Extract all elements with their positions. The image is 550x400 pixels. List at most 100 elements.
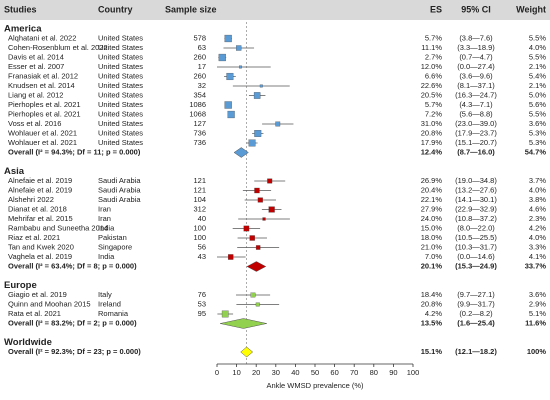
weight-label: 2.1% [529, 81, 546, 90]
country: United States [98, 52, 143, 61]
effect-square [239, 65, 242, 69]
country: Romania [98, 309, 129, 318]
group-label: Asia [4, 166, 25, 177]
es-label: 11.1% [421, 43, 442, 52]
es-label: 15.0% [421, 223, 443, 232]
weight-label: 5.0% [529, 90, 546, 99]
weight-label: 2.9% [529, 299, 546, 308]
ci-label: (19.0—34.8) [455, 176, 497, 185]
ci-label: (4.3—7.1) [459, 100, 493, 109]
weight-label: 5.5% [529, 52, 546, 61]
country: Pakistan [98, 233, 127, 242]
study-name: Franasiak et al. 2012 [8, 71, 78, 80]
es-label: 12.0% [421, 62, 443, 71]
es-label: 22.6% [421, 81, 443, 90]
country: United States [98, 71, 143, 80]
column-header: Country [98, 4, 133, 14]
study-name: Dianat et al. 2018 [8, 204, 67, 213]
es-label: 5.7% [425, 33, 442, 42]
sample-size: 100 [193, 233, 206, 242]
overall-diamond [233, 147, 249, 158]
country: Singapore [98, 242, 132, 251]
study-name: Alshehri 2022 [8, 195, 54, 204]
weight-label: 5.6% [529, 100, 546, 109]
x-tick-label: 50 [311, 368, 319, 377]
es-label: 26.9% [421, 176, 443, 185]
ci-label: (12.1—18.2) [455, 347, 497, 356]
weight-label: 4.0% [529, 233, 546, 242]
country: India [98, 252, 115, 261]
column-header: ES [430, 4, 442, 14]
study-name: Liang et al. 2012 [8, 90, 63, 99]
effect-square [254, 130, 262, 137]
weight-label: 3.6% [529, 119, 546, 128]
effect-square [250, 292, 256, 298]
study-name: Rambabu and Suneetha 2014 [8, 223, 108, 232]
weight-label: 2.1% [529, 62, 546, 71]
ci-label: (1.6—25.4) [457, 318, 495, 327]
ci-label: (8.0—22.0) [457, 223, 495, 232]
weight-label: 4.0% [529, 43, 546, 52]
study-name: Pierhoples et al. 2021 [8, 100, 81, 109]
effect-square [226, 72, 234, 81]
sample-size: 17 [198, 62, 206, 71]
overall-diamond [220, 318, 267, 329]
weight-label: 3.6% [529, 290, 546, 299]
effect-square [227, 110, 235, 119]
study-name: Alnefaie et al. 2019 [8, 185, 72, 194]
study-name: Alnefaie et al. 2019 [8, 176, 72, 185]
es-label: 20.8% [421, 128, 443, 137]
ci-label: (23.0—39.0) [455, 119, 497, 128]
ci-label: (15.3—24.9) [455, 261, 497, 270]
country: Saudi Arabia [98, 176, 141, 185]
ci-label: (16.3—24.7) [455, 90, 497, 99]
effect-square [248, 139, 256, 147]
study-name: Pierhoples et al. 2021 [8, 109, 81, 118]
sample-size: 43 [198, 252, 206, 261]
study-name: Mehrifar et al. 2015 [8, 214, 73, 223]
es-label: 24.0% [421, 214, 443, 223]
sample-size: 104 [193, 195, 206, 204]
weight-label: 5.4% [529, 71, 546, 80]
es-label: 20.4% [421, 185, 443, 194]
country: Iran [98, 214, 111, 223]
ci-label: (10.3—31.7) [455, 242, 497, 251]
country: Iran [98, 204, 111, 213]
study-name: Esser et al. 2007 [8, 62, 64, 71]
study-name: Davis et al. 2014 [8, 52, 64, 61]
group-label: Europe [4, 280, 37, 291]
weight-label: 4.1% [529, 252, 546, 261]
es-label: 18.4% [421, 290, 443, 299]
country: United States [98, 90, 143, 99]
es-label: 4.2% [425, 309, 442, 318]
ci-label: (0.2—8.2) [459, 309, 493, 318]
ci-label: (13.2—27.6) [455, 185, 497, 194]
es-label: 5.7% [425, 100, 442, 109]
study-name: Giagio et al. 2019 [8, 290, 67, 299]
country: United States [98, 100, 143, 109]
es-label: 27.9% [421, 204, 443, 213]
overall-diamond [240, 346, 254, 358]
sample-size: 121 [193, 176, 206, 185]
effect-square [243, 225, 250, 232]
country: United States [98, 33, 143, 42]
effect-square [257, 197, 263, 203]
weight-label: 5.5% [529, 109, 546, 118]
effect-square [254, 187, 260, 194]
sample-size: 312 [193, 204, 206, 213]
study-name: Knudsen et al. 2014 [8, 81, 75, 90]
weight-label: 54.7% [525, 147, 547, 156]
weight-label: 5.5% [529, 33, 546, 42]
overall-label: Overall (I² = 92.3%; Df = 23; p = 0.000) [8, 347, 141, 356]
effect-square [255, 245, 261, 250]
effect-square [255, 302, 260, 307]
ci-label: (3.8—7.6) [459, 33, 493, 42]
es-label: 18.0% [421, 233, 443, 242]
weight-label: 3.8% [529, 195, 546, 204]
weight-label: 2.3% [529, 214, 546, 223]
es-label: 15.1% [421, 347, 443, 356]
es-label: 17.9% [421, 138, 443, 147]
country: United States [98, 138, 143, 147]
sample-size: 40 [198, 214, 206, 223]
overall-diamond [246, 261, 267, 272]
